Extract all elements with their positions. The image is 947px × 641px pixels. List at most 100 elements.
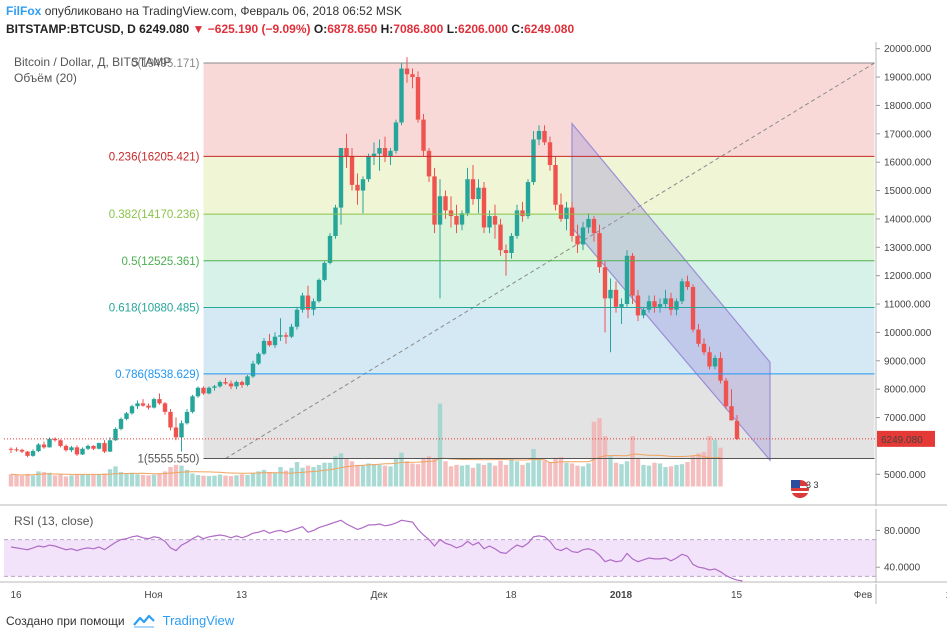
candle-body <box>173 427 179 438</box>
candle-body <box>316 279 322 302</box>
tradingview-link[interactable]: TradingView <box>162 613 235 628</box>
candle-body <box>25 451 30 456</box>
volume-bar <box>404 461 410 487</box>
candle-body <box>30 451 36 456</box>
fib-level-label: 0.5(12525.361) <box>121 256 199 268</box>
candle-body <box>525 182 531 217</box>
volume-bar <box>19 475 25 487</box>
volume-bar <box>470 467 476 487</box>
volume-bar <box>36 471 41 487</box>
candle-body <box>338 147 344 208</box>
volume-bar <box>712 439 718 487</box>
volume-bar <box>228 476 234 487</box>
volume-bar <box>74 474 80 487</box>
volume-bar <box>91 474 96 487</box>
volume-bar <box>448 466 454 487</box>
price-tick-label: 17000.000 <box>884 129 932 140</box>
volume-bar <box>245 474 250 487</box>
candle-body <box>707 352 712 367</box>
candle-body <box>718 357 723 381</box>
candle-body <box>212 386 217 388</box>
volume-bar <box>140 474 146 487</box>
candle-body <box>168 411 173 428</box>
price-tick-label: 7000.000 <box>884 413 926 424</box>
volume-bar <box>184 469 190 487</box>
fibonacci-bands <box>203 62 875 459</box>
candle-body <box>690 287 696 330</box>
events-count-icon: 3 3 <box>806 480 819 490</box>
volume-bar <box>289 467 294 487</box>
volume-bar <box>630 436 635 487</box>
candle-body <box>432 176 437 225</box>
candle-body <box>96 443 102 449</box>
high-value: 7086.800 <box>393 22 444 36</box>
volume-bar <box>234 475 239 487</box>
rsi-band <box>4 539 876 577</box>
volume-bar <box>327 462 333 487</box>
candle-body <box>613 289 619 307</box>
candle-body <box>393 122 399 151</box>
price-tick-label: 10000.000 <box>884 328 932 339</box>
volume-bar <box>157 473 162 487</box>
volume-bar <box>179 465 184 487</box>
volume-bar <box>553 457 558 487</box>
candle-body <box>542 130 547 143</box>
candle-body <box>712 357 718 367</box>
chart-legend-title[interactable]: Bitcoin / Dollar, Д, BITSTAMP <box>14 55 171 69</box>
last-price: 6249.080 <box>139 22 190 36</box>
time-tick-label: Ноя <box>144 590 162 601</box>
candle-body <box>184 411 190 424</box>
candle-body <box>723 380 729 407</box>
candle-body <box>531 139 536 183</box>
volume-bar <box>718 447 723 487</box>
time-tick-label: 12 <box>945 590 947 601</box>
candle-body <box>305 295 311 310</box>
price-chart[interactable]: 0(19495.171) 0.236(16205.421) 0.382(14170.… <box>0 42 947 506</box>
author-name[interactable]: FilFox <box>6 4 42 18</box>
rsi-line <box>10 519 743 582</box>
tradingview-logo-icon[interactable] <box>132 614 155 628</box>
volume-bar <box>118 472 124 487</box>
candle-body <box>696 329 701 344</box>
candle-body <box>256 353 261 364</box>
rsi-legend[interactable]: RSI (13, close) <box>14 514 93 528</box>
candle-body <box>503 250 509 253</box>
volume-bar <box>322 462 327 487</box>
rsi-panel[interactable]: 80.0000 40.0000 RSI (13, close) <box>0 509 947 583</box>
candle-body <box>41 444 47 448</box>
volume-bar <box>602 436 608 487</box>
volume-legend[interactable]: Объём (20) <box>14 71 77 85</box>
volume-bar <box>701 451 707 487</box>
candle-body <box>135 403 140 407</box>
candle-body <box>91 445 96 449</box>
volume-bar <box>371 464 377 487</box>
candle-body <box>162 403 168 412</box>
volume-bar <box>272 472 278 487</box>
volume-bar <box>690 456 696 487</box>
time-tick-label: 15 <box>731 590 743 601</box>
volume-bar <box>597 418 602 487</box>
volume-bar <box>520 464 525 487</box>
candle-body <box>19 449 25 452</box>
volume-bar <box>311 467 316 487</box>
price-axis[interactable]: 20000.000 19000.000 18000.000 17000.000 1600… <box>0 42 947 506</box>
candle-body <box>448 210 454 217</box>
volume-bar <box>503 464 509 487</box>
candle-body <box>734 420 740 439</box>
volume-bar <box>542 460 547 487</box>
fib-level-label: 0.382(14170.236) <box>109 209 200 221</box>
time-axis[interactable]: 16 Ноя 13 Дек 18 2018 15 Фев 12 <box>0 584 947 604</box>
flag-icon[interactable]: 3 3 <box>791 480 819 498</box>
symbol-label[interactable]: BITSTAMP:BTCUSD, D <box>6 22 136 36</box>
candle-body <box>322 262 327 280</box>
volume-bar <box>608 456 613 487</box>
price-tick-label: 15000.000 <box>884 186 932 197</box>
volume-bar <box>580 466 586 487</box>
volume-bar <box>267 472 272 487</box>
candle-body <box>118 418 124 429</box>
candle-body <box>366 156 371 180</box>
candle-body <box>80 448 85 455</box>
candle-body <box>140 403 146 406</box>
volume-bar <box>410 463 415 487</box>
fib-band-3 <box>203 260 875 308</box>
